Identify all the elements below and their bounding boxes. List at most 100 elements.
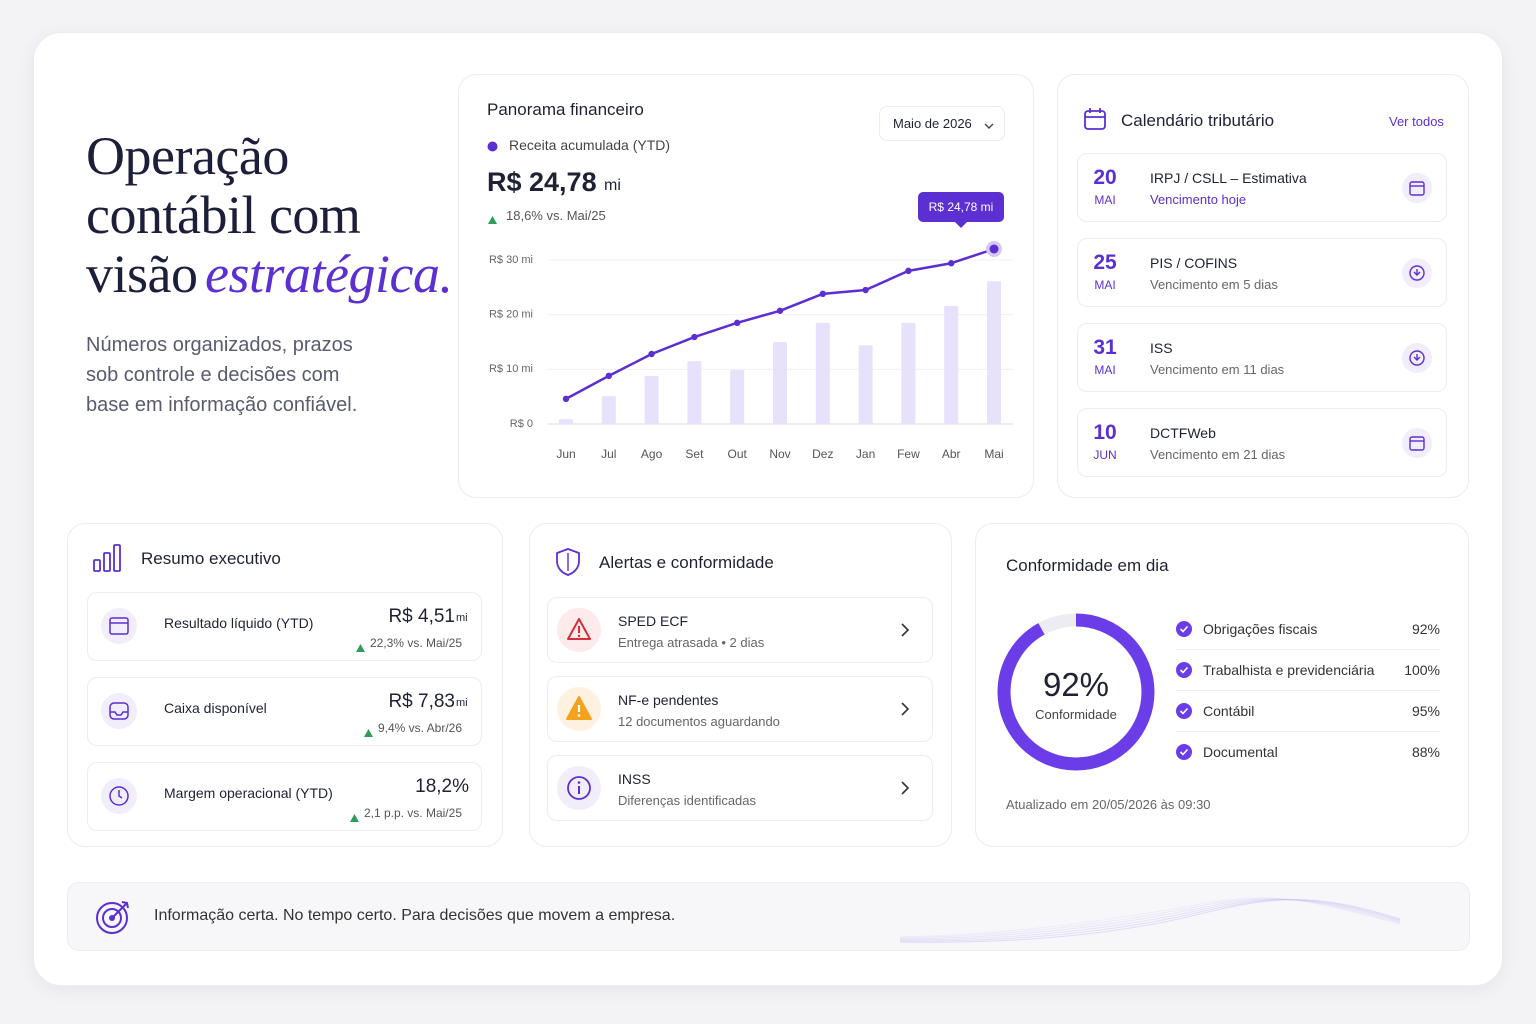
summary-item-icon — [101, 778, 137, 814]
due-month: MAI — [1094, 363, 1116, 377]
icon-part — [899, 899, 1401, 943]
bar — [601, 396, 616, 424]
summary-unit: mi — [456, 697, 468, 709]
x-tick-label: Set — [685, 447, 704, 461]
icon-part — [899, 898, 1401, 940]
point — [562, 395, 570, 403]
icon-part — [96, 902, 128, 934]
icon-part — [1409, 350, 1425, 366]
alert-detail[interactable]: Diferenças identificadas — [618, 793, 757, 808]
period-label[interactable]: Maio de 2026 — [893, 116, 972, 131]
alert-item[interactable] — [547, 597, 933, 663]
alert-item[interactable] — [547, 755, 933, 821]
icon-part — [1402, 428, 1432, 458]
summary-item-icon — [101, 693, 137, 729]
alert-detail[interactable]: Entrega atrasada • 2 dias — [618, 635, 765, 650]
bar — [773, 341, 787, 424]
check-icon — [1176, 662, 1192, 678]
icon-part — [1176, 744, 1192, 760]
icon-part — [121, 901, 129, 909]
icon-part — [109, 786, 129, 806]
legend-label: Receita acumulada (YTD) — [509, 137, 671, 153]
calendar-icon — [1083, 107, 1107, 131]
total-unit: mi — [604, 177, 621, 194]
alerts-title: Alertas e conformidade — [599, 553, 774, 572]
due-status: Vencimento em 11 dias — [1150, 362, 1285, 377]
compliance-pct: 92% — [1411, 621, 1440, 637]
point — [648, 350, 655, 358]
icon-part — [109, 702, 129, 720]
legend-dot — [487, 139, 498, 152]
hero-subtitle-line: base em informação confiável. — [86, 394, 358, 416]
tooltip-text: R$ 24,78 mi — [929, 200, 994, 214]
check-icon — [1176, 621, 1192, 637]
calendar-action[interactable] — [1402, 343, 1432, 373]
y-tick-label: R$ 0 — [510, 418, 533, 430]
x-tick-label: Few — [897, 447, 920, 461]
hero-subtitle-line: Números organizados, prazos — [86, 334, 353, 356]
summary-value: 18,2% — [415, 776, 469, 797]
due-status: Vencimento hoje — [1150, 192, 1247, 207]
summary-item — [87, 762, 482, 831]
calendar-action[interactable] — [1402, 258, 1432, 288]
hero-title-line: Operação — [86, 126, 289, 186]
calendar-action[interactable] — [1402, 173, 1432, 203]
icon-part — [577, 781, 581, 784]
donut — [997, 613, 1155, 771]
point — [862, 286, 869, 294]
alert-chevron[interactable] — [899, 702, 911, 716]
icon-part — [1409, 265, 1425, 281]
calendar-action[interactable] — [1402, 428, 1432, 458]
alert-name[interactable]: INSS — [618, 771, 651, 787]
alert-name[interactable]: SPED ECF — [618, 613, 689, 629]
point — [776, 307, 784, 314]
compliance-card — [975, 523, 1469, 847]
period-dropdown[interactable] — [879, 106, 1005, 141]
summary-unit: mi — [456, 612, 468, 624]
tooltip-box — [918, 192, 1004, 222]
due-status: Vencimento em 21 dias — [1150, 447, 1286, 462]
icon-part — [350, 814, 359, 822]
total-value: R$ 24,78 — [487, 167, 597, 197]
y-tick-label: R$ 30 mi — [489, 254, 533, 266]
calendar-link[interactable]: Ver todos — [1389, 114, 1444, 129]
alert-icon — [557, 766, 601, 810]
icon-part — [901, 781, 910, 795]
icon-part — [1176, 662, 1192, 678]
x-tick-label: Out — [728, 447, 748, 461]
calendar-item — [1077, 238, 1447, 307]
alert-item[interactable] — [547, 676, 933, 742]
check-icon — [1176, 744, 1192, 760]
icon-part — [487, 141, 498, 152]
bar — [901, 322, 916, 424]
point — [948, 260, 955, 267]
compliance-title: Conformidade em dia — [1006, 556, 1169, 575]
alert-chevron[interactable] — [899, 781, 911, 795]
point — [691, 333, 698, 341]
tax-name: DCTFWeb — [1150, 425, 1216, 441]
alert-chevron[interactable] — [899, 623, 911, 637]
due-month: JUN — [1093, 448, 1117, 462]
bar — [559, 419, 573, 424]
alert-name[interactable]: NF-e pendentes — [618, 692, 719, 708]
icon-part — [356, 644, 365, 652]
icon-part — [487, 141, 498, 152]
icon-part — [984, 123, 994, 129]
icon-part — [1176, 621, 1192, 637]
summary-change: 22,3% vs. Mai/25 — [369, 636, 462, 650]
icon-part — [899, 897, 1401, 938]
icon-part — [93, 544, 121, 572]
alert-detail[interactable]: 12 documentos aguardando — [618, 714, 780, 729]
point — [605, 372, 612, 380]
x-tick-label: Jan — [856, 447, 875, 461]
icon-part — [1179, 748, 1189, 756]
donut-caption: Conformidade — [1035, 707, 1117, 722]
icon-part — [1402, 343, 1432, 373]
point — [734, 319, 741, 327]
footer-wave — [899, 884, 1460, 948]
icon-part — [356, 644, 365, 652]
up-arrow — [350, 809, 359, 822]
icon-part — [901, 702, 910, 716]
x-tick-label: Nov — [769, 447, 790, 461]
